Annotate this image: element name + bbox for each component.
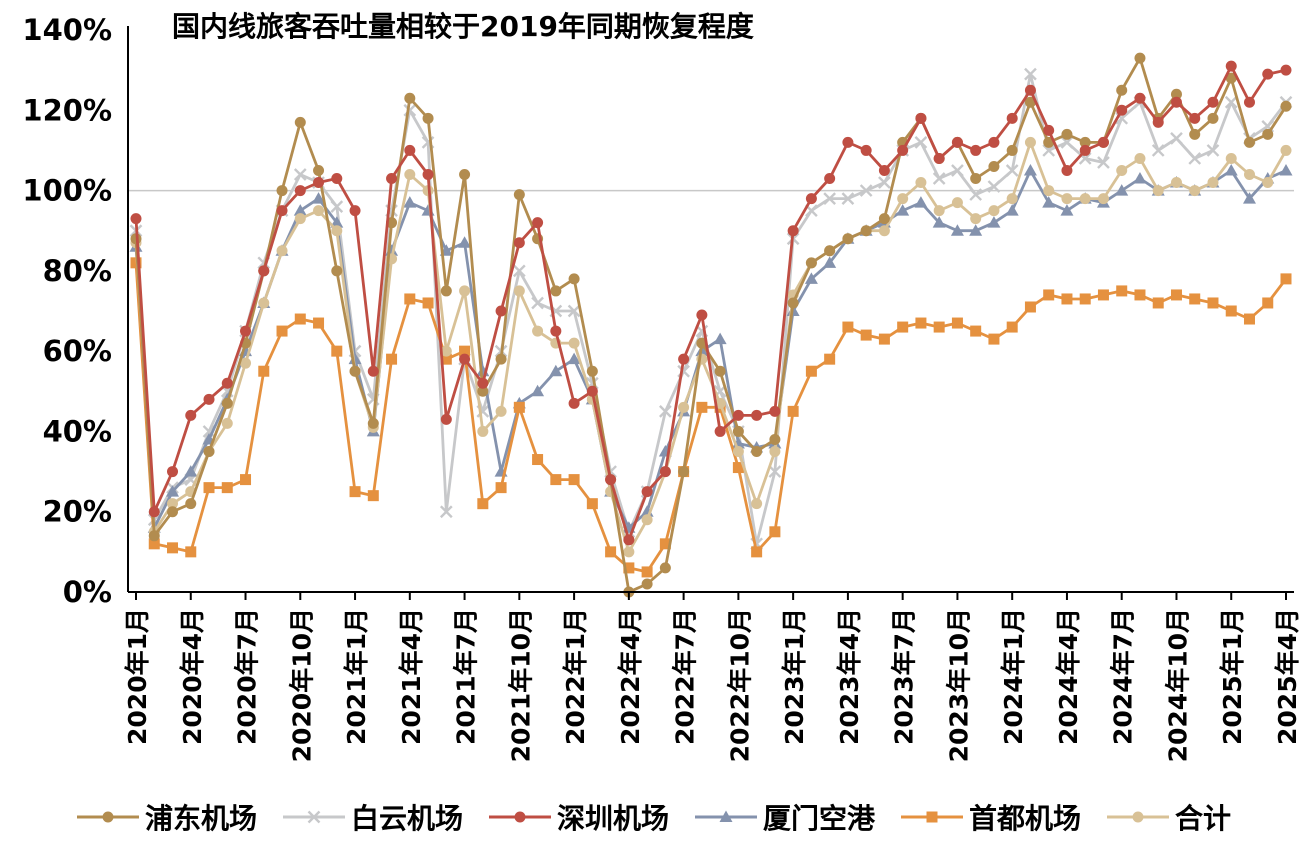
chart-title: 国内线旅客吞吐量相较于2019年同期恢复程度 (172, 10, 754, 43)
x-axis-label: 2022年7月 (671, 608, 700, 745)
series-line-baiyun (134, 72, 1288, 546)
x-axis-label: 2024年4月 (1054, 608, 1083, 745)
axis-labels: 0% 20% 40% 60% 80% 100% 120% 140% 2020年1月 2020年4月… (22, 13, 1302, 762)
x-axis-label: 2021年4月 (397, 608, 426, 745)
x-axis-label: 2021年10月 (506, 608, 535, 762)
y-axis-label: 100% (22, 174, 112, 208)
x-axis-label: 2023年7月 (890, 608, 919, 745)
x-axis-label: 2025年4月 (1273, 608, 1302, 745)
legend-label-capital: 首都机场 (969, 802, 1082, 835)
series-layer (129, 52, 1293, 598)
series-pudong (130, 52, 1292, 598)
axes (127, 26, 1294, 600)
legend-item-pudong: 浦东机场 (76, 797, 257, 837)
series-line-pudong (134, 56, 1288, 594)
x-axis-label: 2020年10月 (287, 608, 316, 762)
legend-label-total: 合计 (1175, 802, 1232, 835)
x-axis-label: 2023年1月 (780, 608, 809, 745)
x-axis-label: 2024年10月 (1163, 608, 1192, 762)
y-axis-label: 120% (22, 93, 112, 127)
series-markers-total (130, 136, 1292, 558)
y-axis-label: 40% (43, 414, 112, 448)
x-axis-label: 2025年1月 (1218, 608, 1247, 745)
series-line-xiamen (134, 169, 1288, 530)
x-axis-label: 2022年4月 (616, 608, 645, 745)
legend-label-baiyun: 白云机场 (350, 802, 463, 835)
legend-label-xiamen: 厦门空港 (763, 802, 876, 835)
x-axis-label: 2021年1月 (342, 608, 371, 745)
x-axis-label: 2024年7月 (1109, 608, 1138, 745)
x-axis-label: 2020年1月 (123, 608, 152, 745)
x-axis-label: 2022年10月 (725, 608, 754, 762)
series-line-capital (134, 261, 1288, 574)
series-markers-capital (130, 257, 1292, 578)
series-markers-baiyun (129, 67, 1293, 551)
legend-marker-capital-icon (901, 811, 964, 823)
series-markers-shenzhen (130, 60, 1292, 546)
x-axis-label: 2024年1月 (999, 608, 1028, 745)
x-axis-label: 2022年1月 (561, 608, 590, 745)
x-axis-label: 2020年7月 (233, 608, 262, 745)
legend-marker-shenzhen-icon (488, 811, 551, 823)
x-axis-label: 2023年4月 (835, 608, 864, 745)
line-chart: 国内线旅客吞吐量相较于2019年同期恢复程度 0% 20% 40% 60% 80% 100… (22, 10, 1302, 762)
legend-label-shenzhen: 深圳机场 (556, 802, 669, 835)
legend-item-shenzhen: 深圳机场 (488, 797, 669, 837)
legend-item-xiamen: 厦门空港 (695, 797, 875, 837)
y-axis-label: 80% (43, 254, 112, 288)
y-axis-label: 140% (22, 13, 112, 47)
series-shenzhen (130, 60, 1292, 546)
y-axis-label: 0% (63, 575, 112, 609)
legend-marker-xiamen-icon (695, 810, 757, 822)
legend-marker-pudong-icon (76, 811, 139, 823)
x-axis-label: 2020年4月 (178, 608, 207, 745)
legend-item-baiyun: 白云机场 (282, 797, 463, 837)
series-total (130, 136, 1292, 558)
x-axis-label: 2023年10月 (944, 608, 973, 762)
x-axis-label: 2021年7月 (452, 608, 481, 745)
y-axis-label: 60% (43, 334, 112, 368)
legend-marker-total-icon (1107, 811, 1170, 823)
legend-marker-baiyun-icon (282, 810, 345, 824)
series-capital (130, 257, 1292, 578)
legend-item-capital: 首都机场 (901, 797, 1081, 837)
legend-label-pudong: 浦东机场 (144, 802, 257, 835)
series-line-shenzhen (134, 64, 1288, 542)
y-axis-label: 20% (43, 495, 112, 529)
chart-legend: 浦东机场 白云机场 深圳机场 厦门空港 首都机场 合计 (0, 790, 1308, 844)
legend-item-total: 合计 (1107, 797, 1231, 837)
series-baiyun (129, 67, 1293, 551)
